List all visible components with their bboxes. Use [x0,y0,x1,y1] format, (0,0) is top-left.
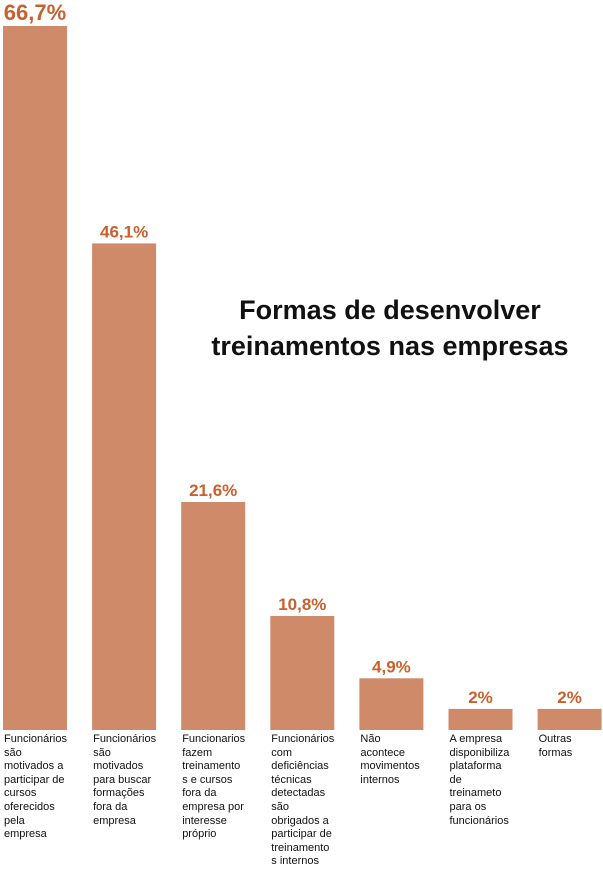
category-label-1: Funcionários são motivados a participar … [4,733,67,841]
bar-6 [448,708,513,730]
category-label-7: Outras formas [538,733,573,759]
bars-group [3,26,602,730]
value-label-2: 46,1% [100,222,148,241]
category-label-3: Funcionarios fazem treinamento s e curso… [182,733,246,841]
bar-1 [3,26,67,730]
value-labels-group: 66,7% 46,1% 21,6% 10,8% 4,9% 2% 2% [4,0,582,707]
category-label-5: Não acontece movimentos internos [360,733,420,786]
value-label-5: 4,9% [372,657,411,676]
value-label-4: 10,8% [278,595,326,614]
category-label-4: Funcionários com deficiências técnicas d… [271,733,335,868]
category-label-2: Funcionários são motivados para buscar f… [93,733,157,827]
value-label-1: 66,7% [4,0,66,25]
bar-2 [92,243,157,730]
bar-3 [181,502,246,730]
category-label-6: A empresa disponibiliza plataforma de tr… [449,733,510,827]
chart-title-line-2: treinamentos nas empresas [211,331,569,361]
value-label-3: 21,6% [189,481,237,500]
bar-5 [359,678,424,730]
bar-4 [270,616,335,730]
chart-title-line-1: Formas de desenvolver [239,295,541,325]
value-label-7: 2% [557,688,582,707]
bar-7 [537,708,602,730]
chart-title: Formas de desenvolver treinamentos nas e… [185,292,595,364]
value-label-6: 2% [468,688,493,707]
